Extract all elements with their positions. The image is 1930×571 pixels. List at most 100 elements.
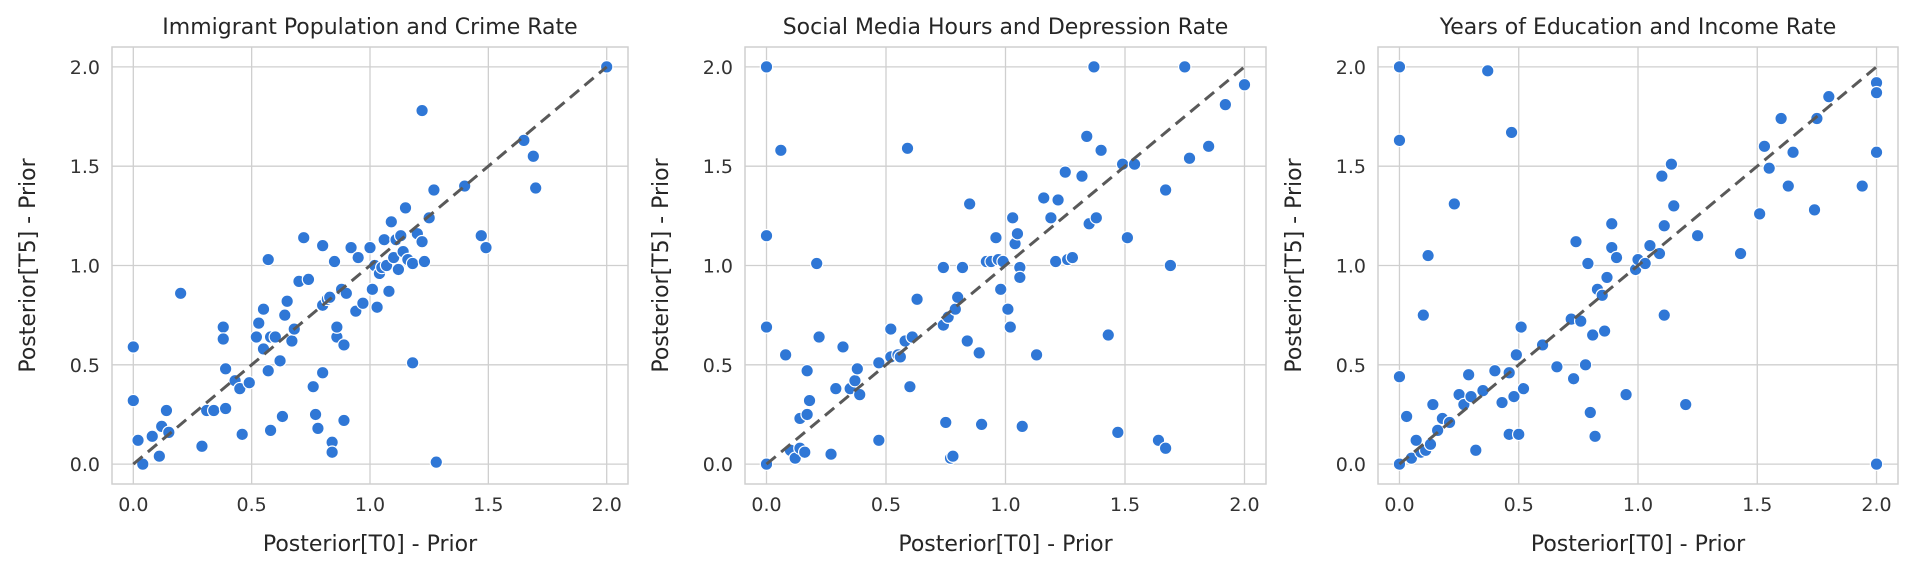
data-point [1044, 211, 1058, 225]
x-tick-label: 0.0 [118, 494, 148, 516]
data-point [800, 363, 814, 378]
data-point [1774, 111, 1788, 126]
data-point [1120, 230, 1135, 245]
data-point [1075, 169, 1089, 183]
data-point [1581, 256, 1595, 271]
x-tick-label: 0.0 [1384, 494, 1414, 516]
data-point [216, 332, 231, 346]
subplot-3: 0.0 0.5 1.0 1.5 2.0 0.0 0.5 1.0 1.5 2.0 Years of E… [1282, 15, 1899, 557]
data-point [1058, 165, 1073, 179]
subplot-1-points [126, 60, 614, 471]
x-tick-label: 2.0 [592, 494, 622, 516]
data-point [989, 230, 1003, 245]
data-point [311, 421, 325, 436]
data-point [1869, 457, 1884, 471]
data-point [1504, 125, 1519, 140]
identity-reference-line [132, 65, 608, 466]
data-point [1511, 427, 1526, 442]
data-point [1087, 60, 1101, 74]
x-tick-label: 1.0 [990, 494, 1020, 516]
data-point [1509, 348, 1524, 362]
data-point [1158, 441, 1173, 456]
data-point [370, 300, 384, 315]
data-point [173, 286, 188, 301]
subplot-3-points [1392, 60, 1884, 471]
data-point [391, 262, 406, 277]
y-tick-label: 0.5 [1336, 355, 1366, 377]
data-point [1516, 381, 1531, 396]
data-point [351, 250, 365, 265]
data-point [249, 330, 264, 344]
x-tick-label: 1.0 [1623, 494, 1653, 516]
x-tick-label: 0.5 [237, 494, 267, 516]
data-point [1421, 248, 1435, 263]
data-point [1392, 133, 1407, 148]
data-point [774, 143, 788, 158]
data-point [315, 365, 330, 380]
data-point [474, 228, 489, 243]
data-point [1409, 433, 1423, 448]
data-point [797, 445, 812, 460]
subplot-1-grid [111, 46, 629, 485]
data-point [296, 230, 311, 245]
data-point [1569, 234, 1583, 249]
data-point [1392, 369, 1407, 384]
data-point [218, 361, 233, 376]
y-tick-label: 1.0 [703, 256, 733, 278]
data-point [363, 240, 377, 255]
data-point [242, 375, 257, 390]
data-point [216, 320, 231, 334]
data-point [256, 342, 271, 356]
data-point [824, 447, 838, 462]
data-point [936, 260, 951, 275]
data-point [938, 415, 953, 430]
data-point [903, 379, 917, 394]
subplot-3-xlabel: Posterior[T0] - Prior [1531, 532, 1746, 557]
data-point [1048, 254, 1063, 269]
data-point [268, 330, 283, 344]
data-point [344, 240, 358, 255]
data-point [1464, 389, 1478, 404]
data-point [315, 238, 330, 253]
data-point [528, 181, 543, 195]
data-point [1488, 363, 1502, 378]
data-point [261, 363, 276, 378]
data-point [1065, 250, 1080, 265]
data-point [1177, 60, 1192, 74]
data-point [1550, 360, 1564, 374]
data-point [1218, 97, 1233, 112]
data-point [1158, 183, 1173, 197]
data-point [301, 272, 316, 287]
data-point [900, 141, 915, 156]
data-point [1003, 320, 1018, 334]
data-point [526, 149, 541, 164]
y-tick-label: 2.0 [703, 57, 733, 79]
data-point [1237, 77, 1252, 92]
data-point [1001, 302, 1015, 316]
identity-reference-line [765, 65, 1246, 466]
data-point [1005, 211, 1020, 225]
y-tick-label: 1.5 [70, 156, 100, 178]
plot-frame [1377, 46, 1899, 485]
y-tick-label: 2.0 [1336, 57, 1366, 79]
data-point [955, 260, 970, 275]
identity-reference-line [1398, 65, 1878, 466]
data-point [836, 340, 850, 354]
x-tick-label: 1.5 [473, 494, 503, 516]
data-point [261, 252, 276, 267]
data-point [1051, 193, 1065, 207]
data-point [1566, 371, 1581, 386]
data-point [1079, 129, 1094, 144]
data-point [759, 228, 774, 243]
data-point [306, 379, 320, 394]
data-point [1666, 199, 1681, 213]
data-point [1822, 89, 1836, 104]
data-point [809, 256, 824, 271]
y-tick-label: 0.5 [703, 355, 733, 377]
data-point [126, 393, 141, 408]
data-point [417, 254, 432, 269]
data-point [759, 320, 774, 334]
data-point [1015, 419, 1030, 434]
data-point [1762, 161, 1776, 175]
